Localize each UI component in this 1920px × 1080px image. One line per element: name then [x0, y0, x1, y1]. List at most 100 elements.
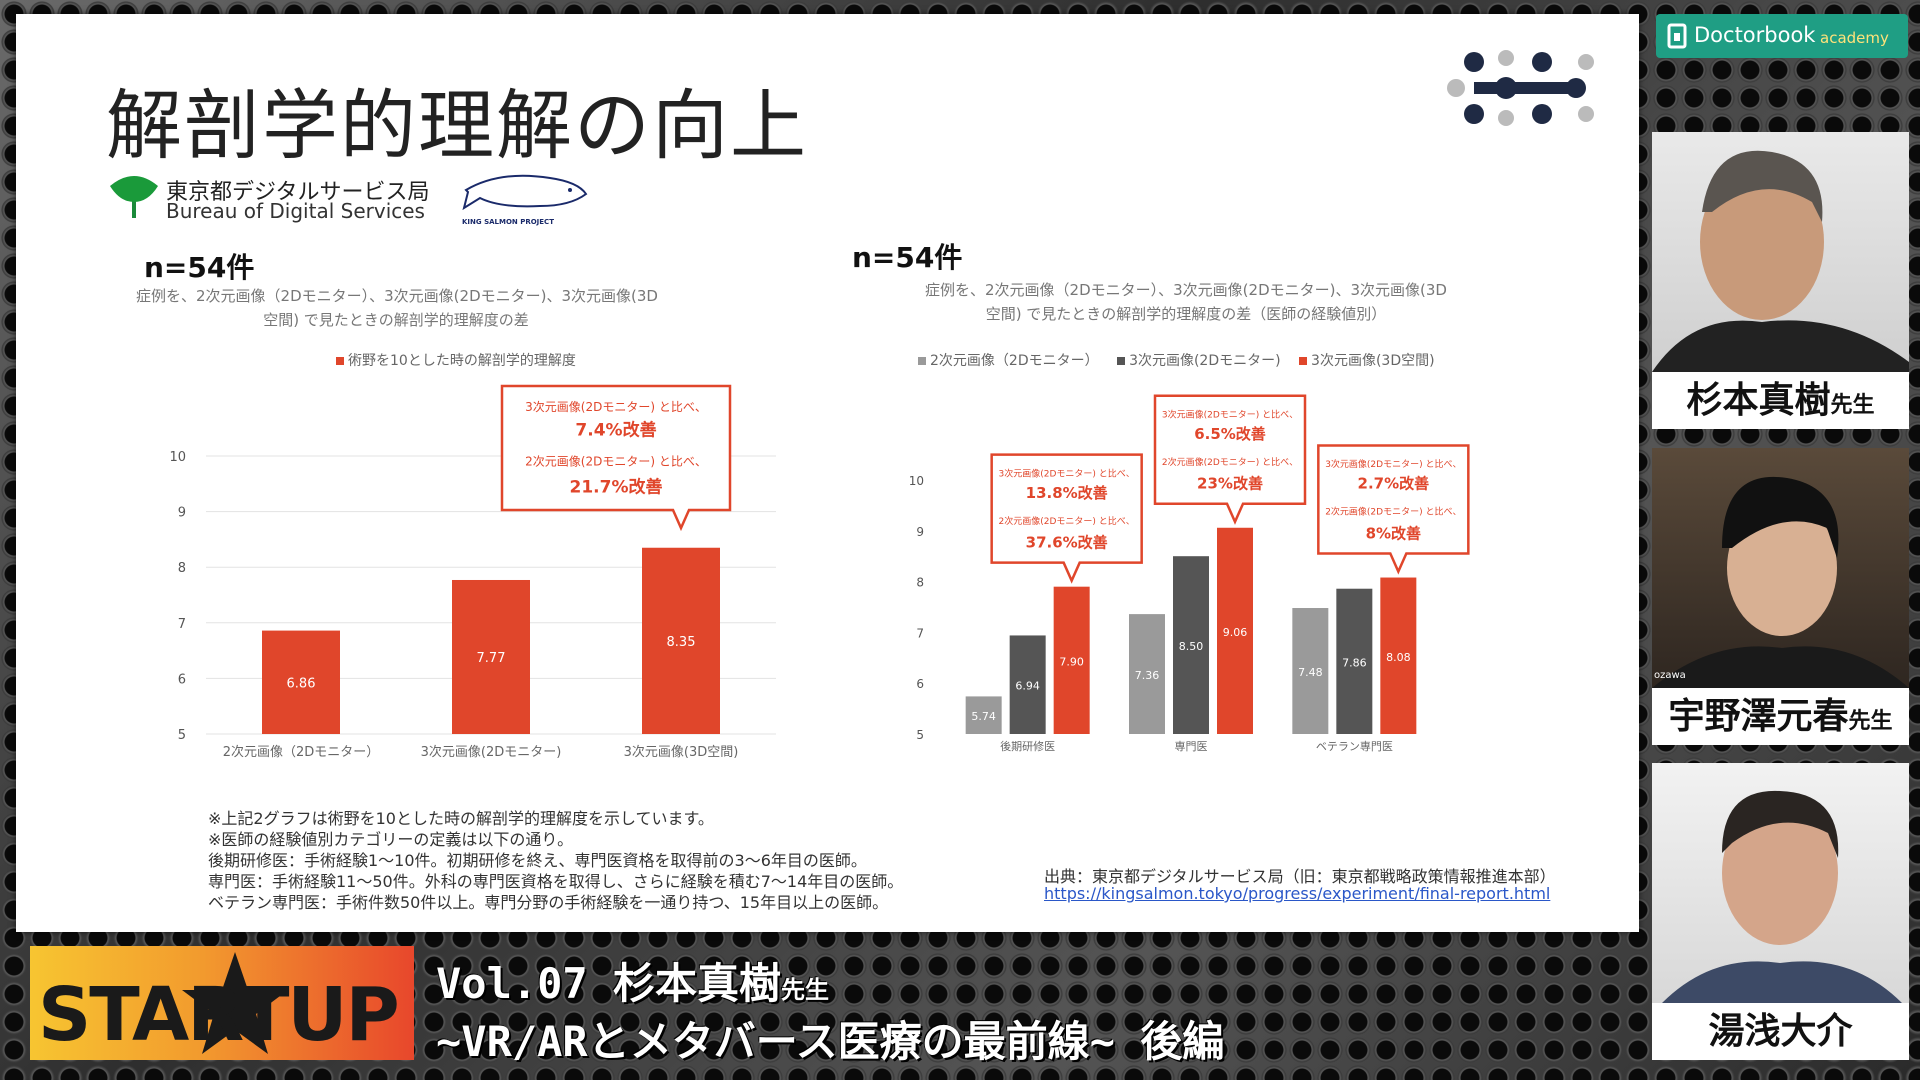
episode-title: Vol.07 杉本真樹先生 [436, 950, 829, 1011]
chart1-subtitle-line1: 症例を、2次元画像（2Dモニター）、3次元画像(2Dモニター)、3次元画像(3D [136, 287, 658, 305]
callout-value: 21.7%改善 [570, 477, 663, 498]
callout-value: 13.8%改善 [1026, 484, 1108, 502]
chart1-subtitle: 症例を、2次元画像（2Dモニター）、3次元画像(2Dモニター)、3次元画像(3D… [136, 284, 658, 332]
charts-canvas: 5 6 7 8 9 10 6.86 2次元画像（2Dモニター） 7.77 3次元画像(2Dモニター… [169, 384, 1470, 760]
chart1-n-label: n=54件 [144, 251, 255, 284]
x-tick-label: 後期研修医 [1000, 739, 1055, 753]
bar-value-label: 7.77 [477, 651, 506, 666]
y-tick-label: 5 [916, 728, 924, 742]
x-tick-label: 3次元画像(3D空間) [624, 744, 739, 760]
tokyo-ginkgo-icon [110, 176, 158, 218]
participant-silhouette [1662, 790, 1902, 1003]
legend-swatch [336, 357, 344, 365]
bar-value-label: 9.06 [1223, 626, 1248, 639]
chart2-legend-label-1: 2次元画像（2Dモニター） [930, 353, 1099, 369]
chart1-legend-label: 術野を10とした時の解剖学的理解度 [348, 353, 576, 369]
bar [1129, 614, 1165, 734]
chart2-legend: 2次元画像（2Dモニター） 3次元画像(2Dモニター) 3次元画像(3D空間) [918, 350, 1435, 370]
video-feed [1652, 763, 1909, 1003]
name-text: 杉本真樹 [1686, 379, 1831, 421]
bar [642, 547, 720, 734]
video-tile-2: ozawa 宇野澤元春先生 [1652, 448, 1909, 745]
footnote: ベテラン専門医：手術件数50件以上。専門分野の手術経験を一通り持つ、15年目以上… [208, 893, 889, 912]
episode-subtitle: ~VR/ARとメタバース医療の最前線~ 後編 [436, 1017, 1225, 1066]
brand-sub: academy [1820, 29, 1889, 47]
episode-honorific: 先生 [781, 976, 830, 1004]
video-tile-1: 杉本真樹先生 [1652, 132, 1909, 429]
chart2-n-label: n=54件 [852, 241, 963, 274]
participant-name-2: 宇野澤元春先生 [1652, 688, 1909, 745]
x-tick-label: 3次元画像(2Dモニター) [421, 744, 562, 760]
footnote: 専門医：手術経験11〜50件。外科の専門医資格を取得し、さらに経験を積む7〜14… [208, 872, 904, 891]
callout-box [500, 384, 732, 532]
bar [965, 696, 1002, 734]
callout-box [1153, 394, 1307, 525]
bar-value-label: 5.74 [971, 710, 996, 723]
y-tick-label: 8 [178, 561, 186, 576]
name-text: 宇野澤元春 [1668, 695, 1849, 737]
chart1-legend: 術野を10とした時の解剖学的理解度 [336, 350, 576, 370]
bar-value-label: 6.86 [287, 676, 316, 691]
video-feed [1652, 132, 1909, 372]
callout-value: 37.6%改善 [1026, 534, 1108, 552]
callout-value: 8%改善 [1366, 524, 1421, 542]
participant-name-3: 湯浅大介 [1652, 1003, 1909, 1060]
participant-silhouette [1652, 476, 1909, 688]
star-icon [182, 952, 288, 1054]
legend-swatch [1117, 357, 1126, 365]
bar-value-label: 8.35 [667, 635, 696, 650]
callout-value: 7.4%改善 [575, 420, 656, 441]
name-text: 湯浅大介 [1708, 1010, 1853, 1052]
chart2-legend-label-2: 3次元画像(2Dモニター) [1129, 353, 1281, 369]
bar-value-label: 7.90 [1059, 655, 1084, 668]
y-tick-label: 6 [916, 677, 924, 691]
bar [1217, 527, 1253, 734]
bar-value-label: 8.08 [1386, 651, 1411, 664]
footnotes: ※上記2グラフは術野を10とした時の解剖学的理解度を示しています。 ※医師の経験… [208, 808, 903, 913]
bar [1380, 577, 1417, 734]
chart2-subtitle-line1: 症例を、2次元画像（2Dモニター）、3次元画像(2Dモニター)、3次元画像(3D [925, 281, 1447, 299]
callout-text: 3次元画像(2Dモニター) と比べ、 [525, 400, 707, 414]
source-link[interactable]: https://kingsalmon.tokyo/progress/experi… [1044, 884, 1551, 903]
y-tick-label: 7 [916, 626, 924, 640]
participant-silhouette [1652, 150, 1909, 372]
participant-name-1: 杉本真樹先生 [1652, 372, 1909, 429]
bar-value-label: 6.94 [1015, 680, 1040, 693]
startup-logo: STARTUP [30, 946, 414, 1060]
episode-title-main: Vol.07 杉本真樹 [436, 959, 782, 1008]
honorific: 先生 [1848, 708, 1893, 734]
bar [1009, 635, 1046, 734]
bar-value-label: 8.50 [1179, 640, 1204, 653]
slide-title: 解剖学的理解の向上 [106, 81, 808, 170]
participant-tag: ozawa [1654, 670, 1686, 681]
salmon-icon [462, 174, 588, 211]
footnote: 後期研修医：手術経験1〜10件。初期研修を終え、専門医資格を取得前の3〜6年目の… [208, 851, 867, 870]
honorific: 先生 [1830, 392, 1875, 418]
footnote: ※医師の経験値別カテゴリーの定義は以下の通り。 [208, 830, 574, 849]
footnote: ※上記2グラフは術野を10とした時の解剖学的理解度を示しています。 [208, 809, 714, 828]
callout-text: 2次元画像(2Dモニター) と比べ、 [999, 515, 1135, 527]
callout-value: 6.5%改善 [1194, 425, 1266, 443]
callout-value: 23%改善 [1197, 475, 1263, 493]
chart1-subtitle-line2: 空間) で見たときの解剖学的理解度の差 [263, 311, 529, 329]
y-tick-label: 8 [916, 576, 924, 590]
source-citation: 出典：東京都デジタルサービス局（旧：東京都戦略政策情報推進本部） [1044, 867, 1556, 886]
y-tick-label: 5 [178, 728, 186, 743]
bar [1053, 586, 1090, 734]
chart2-subtitle: 症例を、2次元画像（2Dモニター）、3次元画像(2Dモニター)、3次元画像(3D… [896, 278, 1476, 326]
bar [452, 579, 530, 734]
y-tick-label: 6 [178, 672, 186, 687]
callout-text: 2次元画像(2Dモニター) と比べ、 [1162, 456, 1298, 468]
bar [1336, 588, 1373, 734]
bar [1173, 556, 1209, 734]
bar-value-label: 7.86 [1342, 656, 1367, 669]
legend-swatch [1299, 357, 1308, 365]
callout-box [990, 453, 1143, 584]
he-logo [1447, 50, 1594, 126]
callout-value: 2.7%改善 [1358, 475, 1430, 493]
callout-text: 3次元画像(2Dモニター) と比べ、 [1162, 408, 1298, 420]
y-tick-label: 10 [169, 450, 186, 465]
door-icon [1667, 23, 1687, 49]
legend-swatch [918, 357, 926, 365]
y-tick-label: 10 [909, 474, 924, 488]
